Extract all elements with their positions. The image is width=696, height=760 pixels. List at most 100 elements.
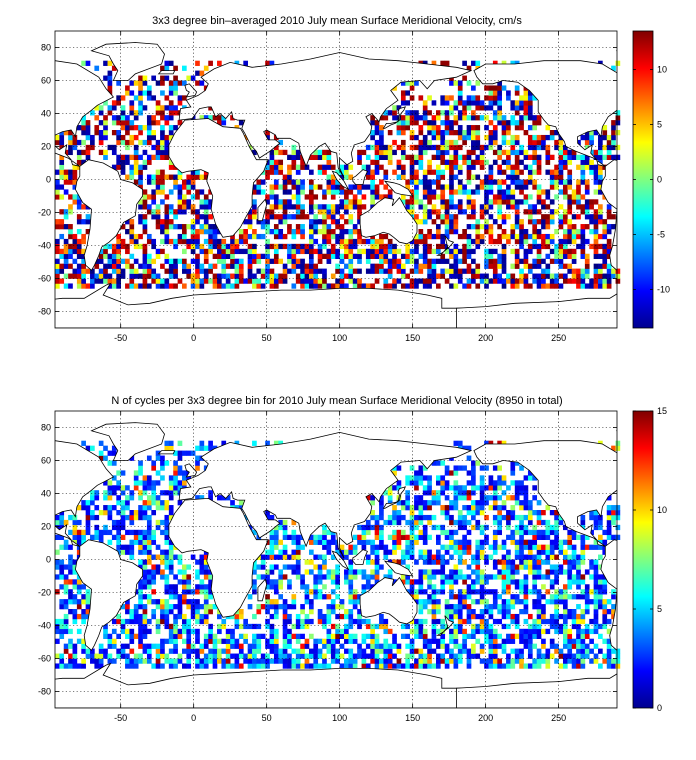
bin-cell: [510, 248, 516, 255]
bin-cell: [72, 653, 78, 659]
bin-cell: [580, 268, 586, 274]
bin-cell: [335, 263, 340, 269]
bin-cell: [98, 149, 104, 156]
bin-cell: [414, 169, 419, 175]
bin-cell: [107, 278, 113, 284]
bin-cell: [370, 169, 375, 175]
bin-cell: [431, 633, 437, 639]
bin-cell: [427, 233, 432, 240]
bin-cell: [195, 268, 200, 274]
bin-cell: [536, 243, 542, 250]
bin-cell: [265, 134, 270, 141]
chart-title-velocity: 3x3 degree bin–averaged 2010 July mean S…: [152, 15, 522, 27]
bin-cell: [125, 618, 130, 625]
bin-cell: [313, 658, 319, 664]
bin-cell: [59, 628, 65, 635]
bin-cell: [146, 233, 152, 240]
bin-cell: [94, 263, 100, 269]
bin-cell: [422, 559, 428, 565]
bin-cell: [558, 613, 564, 620]
bin-cell: [545, 648, 551, 654]
bin-cell: [348, 229, 354, 235]
bin-cell: [330, 184, 336, 190]
bin-cell: [348, 549, 354, 555]
bin-cell: [203, 559, 209, 565]
bin-cell: [212, 263, 218, 269]
bin-cell: [217, 658, 222, 664]
bin-cell: [146, 524, 152, 531]
bin-cell: [449, 534, 454, 540]
bin-cell: [326, 569, 332, 575]
bin-cell: [138, 514, 143, 521]
bin-cell: [374, 653, 380, 659]
bin-cell: [308, 243, 314, 250]
bin-cell: [63, 248, 69, 255]
bin-cell: [541, 510, 546, 516]
bin-cell: [418, 263, 424, 269]
bin-cell: [273, 169, 279, 175]
bin-cell: [409, 144, 415, 151]
bin-cell: [111, 658, 117, 664]
bin-cell: [72, 233, 78, 240]
bin-cell: [208, 623, 213, 630]
bin-cell: [466, 80, 472, 86]
bin-cell: [510, 233, 516, 240]
bin-cell: [322, 204, 327, 210]
bin-cell: [326, 529, 332, 536]
bin-cell: [164, 139, 170, 146]
bin-cell: [576, 139, 581, 146]
bin-cell: [168, 663, 174, 669]
bin-cell: [120, 110, 126, 116]
bin-cell: [444, 120, 450, 126]
bin-cell: [125, 505, 130, 511]
bin-cell: [59, 130, 65, 136]
bin-cell: [203, 209, 209, 215]
bin-cell: [238, 268, 244, 274]
bin-cell: [186, 238, 192, 245]
bin-cell: [146, 179, 152, 185]
bin-cell: [497, 115, 502, 121]
bin-cell: [492, 490, 498, 496]
bin-cell: [287, 604, 292, 610]
bin-cell: [155, 643, 161, 649]
bin-cell: [396, 125, 402, 131]
bin-cell: [567, 554, 573, 560]
bin-cell: [409, 514, 415, 521]
bin-cell: [475, 144, 481, 151]
bin-cell: [63, 599, 69, 605]
bin-cell: [462, 594, 467, 600]
bin-cell: [348, 233, 354, 240]
bin-cell: [545, 663, 551, 669]
bin-cell: [68, 569, 73, 575]
bin-cell: [273, 609, 279, 615]
bin-cell: [484, 589, 489, 595]
bin-cell: [322, 194, 327, 200]
bin-cell: [326, 638, 332, 644]
bin-cell: [111, 115, 117, 121]
bin-cell: [562, 643, 568, 649]
bin-cell: [519, 169, 524, 175]
bin-cell: [142, 648, 148, 654]
bin-cell: [55, 623, 60, 630]
bin-cell: [344, 194, 349, 200]
bin-cell: [177, 569, 183, 575]
bin-cell: [330, 633, 336, 639]
bin-cell: [567, 174, 573, 180]
bin-cell: [273, 149, 279, 156]
bin-cell: [190, 169, 196, 175]
bin-cell: [182, 594, 187, 600]
bin-cell: [155, 189, 161, 195]
bin-cell: [532, 495, 538, 501]
bin-cell: [265, 209, 270, 215]
bin-cell: [168, 174, 174, 180]
bin-cell: [195, 238, 200, 245]
bin-cell: [471, 115, 476, 121]
bin-cell: [584, 589, 590, 595]
bin-cell: [562, 599, 568, 605]
bin-cell: [151, 179, 157, 185]
bin-cell: [571, 653, 577, 659]
bin-cell: [471, 85, 476, 91]
bin-cell: [479, 278, 485, 284]
bin-cell: [427, 643, 432, 649]
bin-cell: [103, 130, 108, 136]
